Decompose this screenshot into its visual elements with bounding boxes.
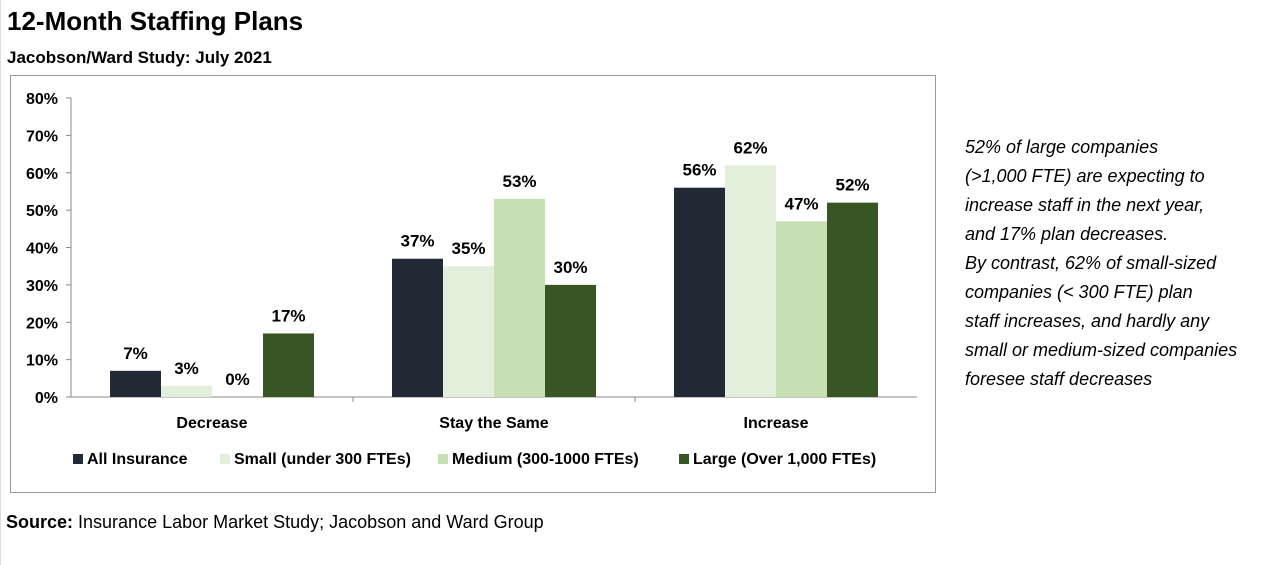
bar-all-insurance [110,370,161,397]
bar-small-under-300-ftes- [725,165,776,397]
source-label: Source: [6,512,74,532]
legend-label: Large (Over 1,000 FTEs) [693,451,876,468]
bar-medium-300-1000-ftes- [776,221,827,397]
chart-area: 0% 10% 20% 30% 40% 50% 60% 70% 80% Decrease 7% 3% 0%… [10,75,936,493]
y-tick-label: 70% [26,128,58,145]
legend-label: Small (under 300 FTEs) [234,451,411,468]
annotation-line: staff increases, and hardly any [965,311,1210,331]
bar-small-under-300-ftes- [161,385,212,397]
data-label: 37% [400,232,434,251]
annotation-line: foresee staff decreases [965,369,1153,389]
x-tick-label: Increase [744,415,809,432]
data-label: 47% [784,194,818,213]
y-tick-label: 50% [26,203,58,220]
y-tick-label: 0% [35,390,58,407]
data-label: 17% [271,306,305,325]
annotation-line: companies (< 300 FTE) plan [965,282,1193,302]
legend-swatch [679,454,689,464]
annotation-line: increase staff in the next year, [965,195,1205,215]
legend-label: All Insurance [87,451,188,468]
y-tick-label: 60% [26,166,58,183]
annotation-line: small or medium-sized companies [965,340,1238,360]
legend-swatch [220,454,230,464]
bar-large-over-1-000-ftes- [263,333,314,397]
bar-medium-300-1000-ftes- [494,198,545,397]
annotation-line: (>1,000 FTE) are expecting to [965,166,1205,186]
data-label: 62% [733,138,767,157]
y-tick-label: 10% [26,353,58,370]
y-tick-label: 80% [26,91,58,108]
annotation-line: and 17% plan decreases. [965,224,1169,244]
x-tick-label: Stay the Same [439,415,548,432]
annotation-line: By contrast, 62% of small-sized [965,253,1217,273]
legend-swatch [73,454,83,464]
data-label: 35% [451,239,485,258]
source-text: Insurance Labor Market Study; Jacobson a… [73,512,544,532]
y-tick-label: 30% [26,278,58,295]
y-tick-label: 20% [26,315,58,332]
x-tick-label: Decrease [176,415,247,432]
data-label: 52% [835,176,869,195]
data-label: 3% [174,359,199,378]
bar-large-over-1-000-ftes- [545,284,596,397]
legend-swatch [438,454,448,464]
annotation-line: 52% of large companies [965,137,1159,157]
data-label: 30% [553,258,587,277]
legend-label: Medium (300-1000 FTEs) [452,451,639,468]
page-title: 12-Month Staffing Plans [7,6,304,36]
page-subtitle: Jacobson/Ward Study: July 2021 [7,48,272,67]
data-label: 0% [225,370,250,389]
y-tick-label: 40% [26,241,58,258]
bar-large-over-1-000-ftes- [827,202,878,397]
bar-small-under-300-ftes- [443,266,494,397]
source-line: Source: Insurance Labor Market Study; Ja… [6,512,544,533]
chart-annotation: 52% of large companies (>1,000 FTE) are e… [965,133,1275,394]
data-label: 56% [682,161,716,180]
data-label: 53% [502,172,536,191]
data-label: 7% [123,344,148,363]
bar-all-insurance [392,258,443,397]
bar-all-insurance [674,187,725,397]
bar-chart: 0% 10% 20% 30% 40% 50% 60% 70% 80% Decrease 7% 3% 0%… [26,91,917,468]
